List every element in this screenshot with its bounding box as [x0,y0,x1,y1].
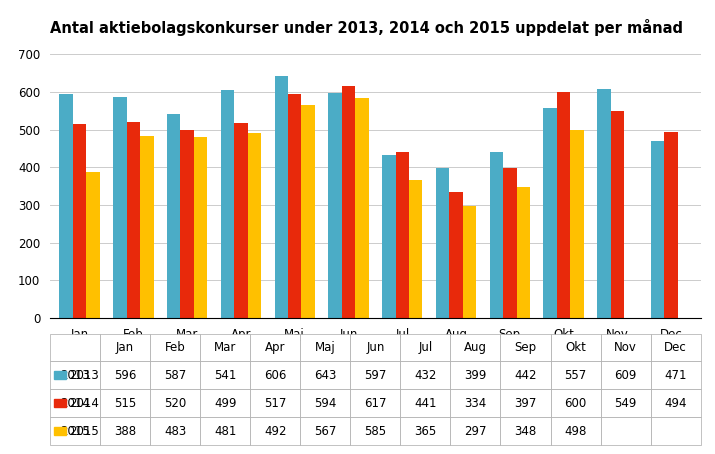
Text: 617: 617 [364,397,387,410]
Text: Sep: Sep [515,341,536,354]
Bar [73,124,87,318]
Text: 2013: 2013 [69,369,99,382]
Text: 515: 515 [114,397,137,410]
Text: 483: 483 [164,424,187,438]
Bar [651,141,664,318]
Text: 494: 494 [664,397,687,410]
Text: 499: 499 [214,397,237,410]
Text: 585: 585 [365,424,386,438]
Text: Mar: Mar [214,341,237,354]
Bar [571,130,583,318]
Bar [664,132,678,318]
Text: 2013: 2013 [60,369,90,382]
Bar [302,104,315,318]
Bar [127,122,140,318]
Text: 397: 397 [514,397,537,410]
Text: 606: 606 [264,369,287,382]
Text: 597: 597 [364,369,387,382]
Text: 498: 498 [564,424,587,438]
Bar [503,168,516,318]
Text: 399: 399 [464,369,487,382]
Text: 520: 520 [164,397,187,410]
Bar [59,94,73,318]
Bar [140,136,154,318]
Text: Okt: Okt [565,341,586,354]
Text: Jul: Jul [418,341,433,354]
Text: Jan: Jan [116,341,134,354]
Bar [597,89,611,318]
Bar [87,172,100,318]
Text: Apr: Apr [265,341,285,354]
Text: 517: 517 [264,397,287,410]
Text: Maj: Maj [315,341,336,354]
Text: 388: 388 [114,424,136,438]
Bar [328,93,342,318]
Text: 587: 587 [164,369,187,382]
Bar [247,133,261,318]
Text: 471: 471 [664,369,687,382]
Text: Nov: Nov [614,341,637,354]
Text: 481: 481 [214,424,237,438]
Text: 557: 557 [564,369,587,382]
Text: 334: 334 [464,397,487,410]
Bar [288,94,302,318]
Text: 442: 442 [514,369,537,382]
Text: 2015: 2015 [69,424,99,438]
Bar [221,90,235,318]
Bar [449,192,463,318]
Text: 643: 643 [314,369,337,382]
Bar [543,108,557,318]
Text: 596: 596 [114,369,137,382]
Text: 297: 297 [464,424,487,438]
Bar [463,206,476,318]
Bar [355,98,369,318]
Text: 594: 594 [314,397,337,410]
Bar [395,152,409,318]
Bar [180,130,194,318]
Bar [490,152,503,318]
Bar [275,76,288,318]
Text: 2015: 2015 [60,424,90,438]
Bar [516,187,530,318]
Bar [235,123,247,318]
Bar [382,155,395,318]
Text: 432: 432 [414,369,437,382]
Text: 348: 348 [514,424,537,438]
Text: 365: 365 [414,424,437,438]
Bar [409,181,423,318]
Text: Aug: Aug [464,341,487,354]
Text: 609: 609 [614,369,637,382]
Bar [194,137,207,318]
Bar [436,168,449,318]
Bar [611,111,624,318]
Text: 2014: 2014 [60,397,90,410]
Text: 441: 441 [414,397,437,410]
Text: Antal aktiebolagskonkurser under 2013, 2014 och 2015 uppdelat per månad: Antal aktiebolagskonkurser under 2013, 2… [50,20,683,36]
Bar [113,97,127,318]
Text: 492: 492 [264,424,287,438]
Bar [557,92,571,318]
Text: 567: 567 [314,424,337,438]
Text: Jun: Jun [366,341,385,354]
Text: Feb: Feb [164,341,186,354]
Text: 541: 541 [214,369,237,382]
Bar [342,86,355,318]
Text: Dec: Dec [664,341,687,354]
Text: 2014: 2014 [69,397,99,410]
Text: 600: 600 [564,397,587,410]
Bar [167,114,180,318]
Text: 549: 549 [614,397,637,410]
